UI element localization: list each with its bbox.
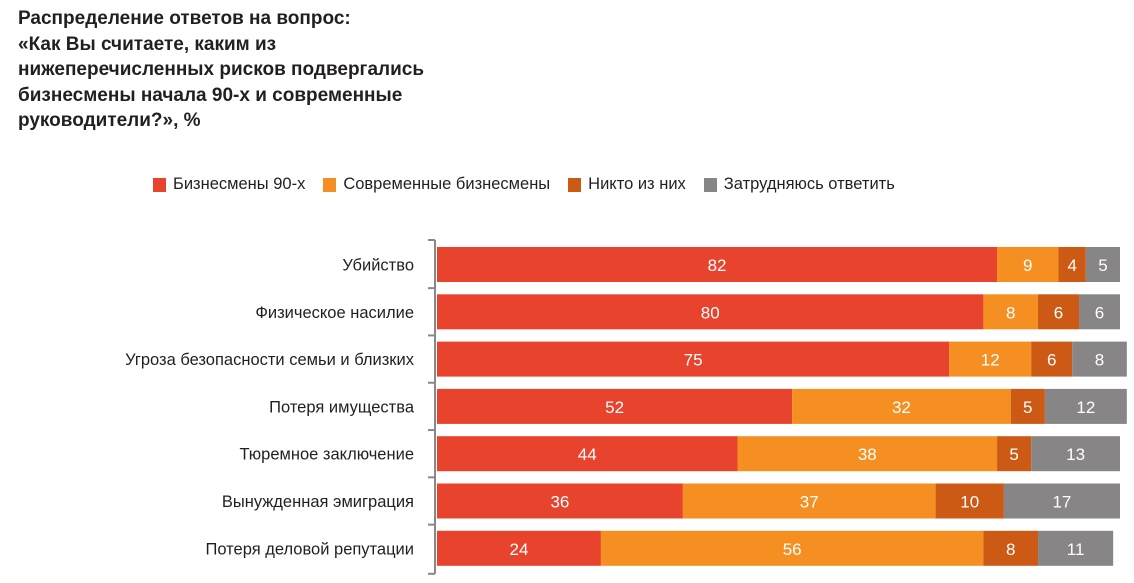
- bar-segment: [997, 436, 1032, 472]
- chart-title: Распределение ответов на вопрос: «Как Вы…: [18, 6, 538, 134]
- data-label: 11: [1067, 540, 1085, 559]
- data-label: 36: [550, 493, 569, 512]
- bar-segment: [949, 341, 1032, 377]
- data-label: 13: [1066, 445, 1085, 464]
- data-label: 4: [1067, 256, 1076, 275]
- legend-label: Затрудняюсь ответить: [723, 175, 895, 193]
- bar-segment: [737, 436, 998, 472]
- bar-segment: [1079, 294, 1120, 330]
- data-label: 82: [708, 256, 727, 275]
- category-label: Физическое насилие: [255, 304, 414, 322]
- data-label: 5: [1023, 398, 1032, 417]
- bar-segment: [983, 294, 1039, 330]
- legend-item-businessmen-90s: Бизнесмены 90-х: [153, 175, 305, 194]
- category-label: Потеря деловой репутации: [205, 540, 414, 558]
- data-label: 5: [1098, 256, 1107, 275]
- bar-segment: [437, 247, 998, 282]
- legend-item-dont-know: Затрудняюсь ответить: [703, 175, 895, 194]
- bar-segment: [1031, 436, 1120, 472]
- legend-label: Никто из них: [588, 175, 686, 193]
- legend-swatch: [323, 177, 337, 192]
- data-label: 37: [800, 493, 819, 512]
- bar-segment: [792, 388, 1011, 424]
- bar-segment: [437, 483, 683, 519]
- data-label: 75: [684, 351, 703, 370]
- bar-segment: [1058, 247, 1086, 282]
- legend-item-none: Никто из них: [568, 175, 686, 194]
- data-label: 9: [1023, 256, 1032, 275]
- bar-segment: [437, 530, 601, 566]
- data-label: 17: [1052, 493, 1071, 512]
- legend-label: Современные бизнесмены: [343, 175, 551, 193]
- data-label: 52: [605, 398, 624, 417]
- bar-segment: [1038, 530, 1114, 566]
- chart-title-line: нижеперечисленных рисков подвергались: [18, 59, 425, 80]
- data-label: 80: [701, 303, 720, 322]
- bar-segment: [1003, 483, 1120, 519]
- legend-item-modern-businessmen: Современные бизнесмены: [323, 175, 550, 194]
- data-label: 8: [1006, 540, 1015, 559]
- data-label: 56: [783, 540, 802, 559]
- category-label: Потеря имущества: [269, 398, 415, 416]
- chart-legend: Бизнесмены 90-х Современные бизнесмены Н…: [153, 175, 913, 194]
- legend-label: Бизнесмены 90-х: [173, 175, 306, 193]
- bar-segment: [600, 530, 984, 566]
- chart-title-line: Распределение ответов на вопрос:: [18, 8, 351, 29]
- bar-segment: [1072, 341, 1127, 377]
- data-label: 6: [1047, 351, 1056, 370]
- data-label: 24: [509, 540, 528, 559]
- bar-segment: [437, 294, 984, 330]
- category-label: Вынужденная эмиграция: [222, 493, 414, 511]
- data-label: 10: [960, 493, 979, 512]
- chart-title-line: бизнесмены начала 90-х и современные: [18, 84, 403, 106]
- bar-segment: [1044, 388, 1127, 424]
- data-label: 6: [1095, 303, 1104, 322]
- legend-swatch: [568, 177, 582, 192]
- data-label: 6: [1054, 303, 1063, 322]
- bar-segment: [935, 483, 1004, 519]
- chart-title-line: руководители?», %: [18, 110, 201, 131]
- bar-segment: [437, 341, 950, 377]
- category-label: Угроза безопасности семьи и близких: [125, 351, 415, 369]
- category-label: Тюремное заключение: [239, 446, 414, 464]
- legend-swatch: [153, 177, 166, 192]
- bar-segment: [1031, 341, 1073, 377]
- data-label: 44: [578, 445, 597, 464]
- bar-segment: [997, 247, 1059, 282]
- bar-segment: [437, 436, 738, 472]
- chart-title-line: «Как Вы считаете, каким из: [18, 33, 277, 55]
- legend-swatch: [703, 177, 717, 192]
- bar-segment: [983, 530, 1039, 566]
- data-label: 8: [1006, 303, 1015, 322]
- bar-segment: [437, 388, 793, 424]
- bar-segment: [1010, 388, 1045, 424]
- data-label: 12: [1076, 398, 1095, 417]
- data-label: 32: [892, 398, 911, 417]
- data-label: 38: [858, 445, 877, 464]
- data-label: 5: [1009, 445, 1018, 464]
- category-label: Убийство: [342, 257, 414, 275]
- data-label: 12: [981, 351, 1000, 370]
- data-label: 8: [1095, 351, 1104, 370]
- bar-segment: [682, 483, 936, 519]
- bar-segment: [1085, 247, 1120, 282]
- bar-segment: [1038, 294, 1080, 330]
